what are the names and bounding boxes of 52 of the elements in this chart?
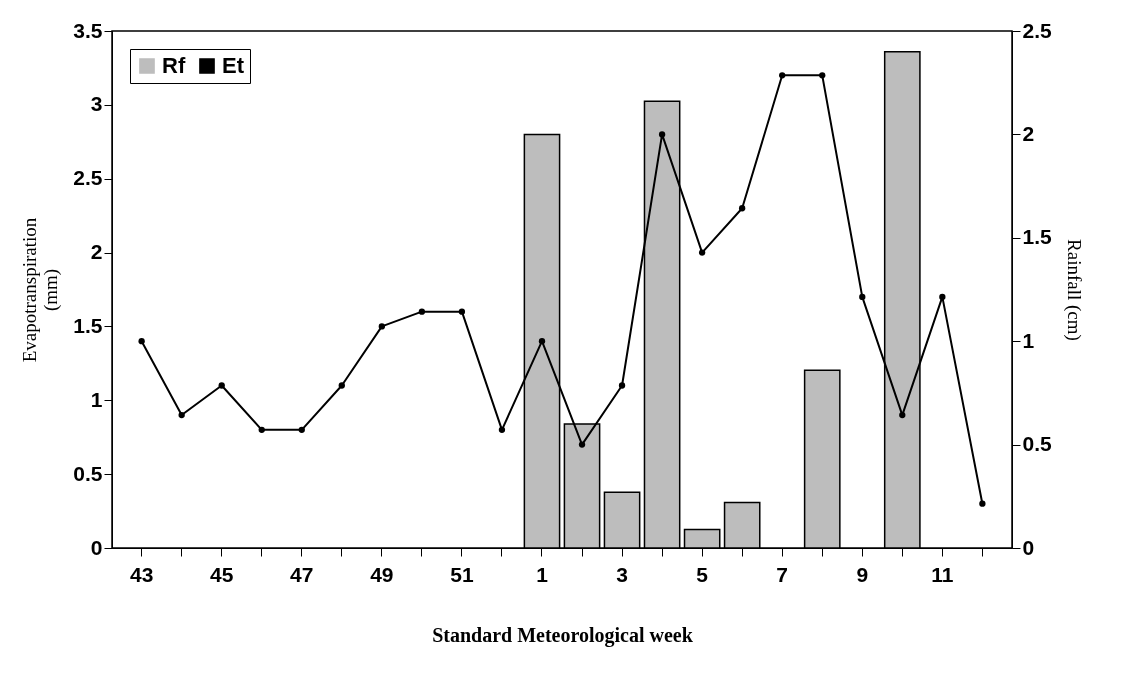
y-tick-label: 1 (90, 387, 103, 411)
y2-tick-label: 2 (1022, 121, 1035, 145)
point (819, 72, 826, 79)
legend-label: Rf (162, 53, 186, 78)
x-tick-label: 43 (129, 562, 154, 586)
y-tick-label: 2 (90, 240, 103, 264)
point (298, 426, 305, 433)
legend-label: Et (222, 53, 245, 78)
point (498, 426, 506, 433)
x-tick-label: 51 (450, 562, 474, 586)
point (739, 205, 746, 212)
point (258, 426, 265, 433)
x-tick-label: 5 (696, 562, 709, 586)
point (378, 323, 385, 330)
y-axis-title: Evapotranspiration (mm) (19, 217, 63, 363)
y2-tick-label: 0 (1022, 535, 1035, 559)
point (779, 72, 786, 79)
x-tick-label: 3 (616, 562, 628, 586)
y2-tick-label: 1.5 (1022, 225, 1053, 249)
y2-tick-label: 0.5 (1022, 432, 1053, 456)
point (698, 249, 706, 256)
point (138, 338, 145, 345)
point (899, 411, 906, 419)
x-tick-label: 47 (290, 562, 314, 586)
point (939, 293, 946, 301)
y-tick-label: 2.5 (73, 166, 103, 190)
point (338, 382, 345, 389)
x-tick-label: 11 (931, 562, 954, 586)
y-tick-label: 0.5 (73, 461, 103, 485)
point (859, 293, 866, 301)
point (658, 131, 666, 138)
y-tick-label: 1.5 (73, 313, 103, 337)
point (618, 382, 626, 389)
x-axis-title: Standard Meteorological week (432, 623, 694, 647)
x-tick-label: 9 (856, 562, 869, 586)
x-tick-label: 1 (536, 562, 549, 586)
point (458, 308, 466, 315)
y-tick-label: 3.5 (73, 18, 103, 42)
point (979, 500, 986, 507)
x-tick-label: 7 (776, 562, 789, 586)
y2-tick-label: 1 (1022, 328, 1035, 352)
y-tick-label: 0 (90, 535, 103, 559)
y2-axis-title: Rainfall (cm) (1062, 239, 1085, 341)
point (178, 411, 185, 419)
point (218, 382, 225, 389)
point (538, 338, 546, 345)
x-tick-label: 45 (210, 562, 234, 586)
y-tick-label: 3 (90, 92, 103, 116)
x-tick-label: 49 (370, 562, 394, 586)
y2-tick-label: 2.5 (1022, 18, 1053, 42)
point (578, 441, 586, 448)
point (418, 308, 426, 315)
